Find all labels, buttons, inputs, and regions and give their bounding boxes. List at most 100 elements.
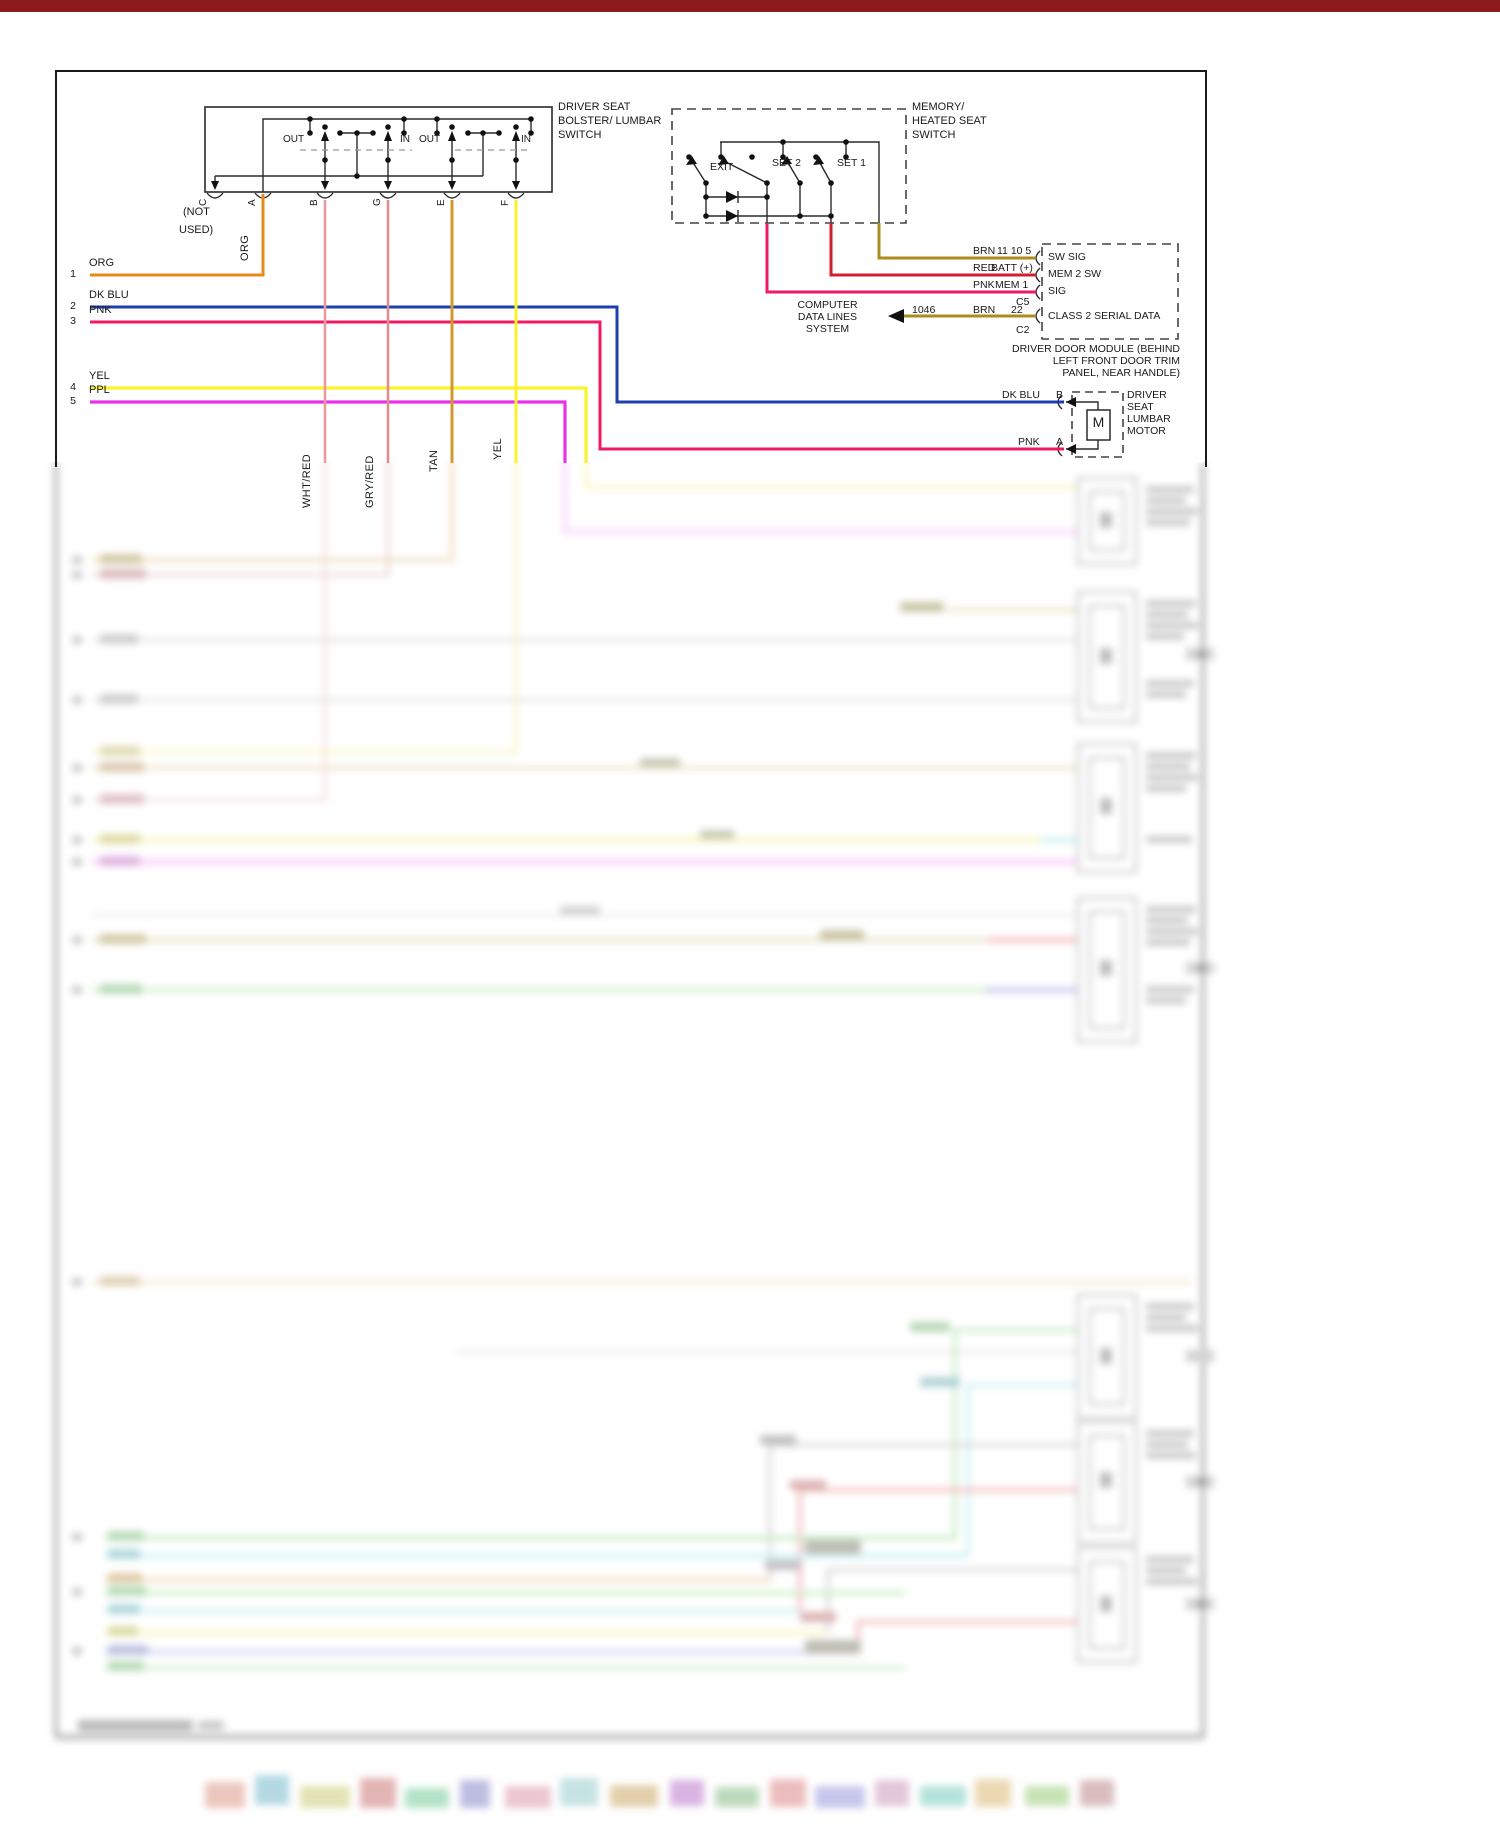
blurred-text [1146,1452,1196,1459]
wire-brn-swsig [877,223,1036,260]
blurred-strip-item [920,1786,966,1806]
blurred-text [1146,1578,1198,1585]
blurred-text [1146,1430,1194,1437]
module-pin-label: SIG [1048,285,1067,297]
blurred-strip-item [1025,1786,1069,1806]
blurred-strip-item [670,1780,704,1806]
blurred-label [560,906,600,915]
motor-wire-label: PNK [1018,436,1040,448]
connector-ref-c2: C2 [1016,324,1030,336]
blurred-text [1146,997,1186,1004]
blurred-number [72,796,82,804]
blurred-number [72,858,82,866]
motor-caption: DRIVER [1127,389,1167,401]
blurred-strip-item [205,1782,245,1808]
blurred-text [1146,939,1190,946]
wire-label-yel: YEL [492,438,504,460]
blurred-label [100,762,144,772]
blurred-number [72,836,82,844]
blurred-text [1146,497,1186,504]
wire-color-label: DK BLU [89,289,129,301]
blurred-label [108,1573,142,1583]
blurred-label [790,1480,826,1490]
pin-letter-e: E [436,199,447,206]
blurred-region [0,462,1500,1828]
module-pin-label: SW SIG [1048,251,1086,263]
blurred-label [108,1604,140,1614]
motor-caption: LUMBAR [1127,413,1171,425]
blurred-text [1146,785,1186,792]
wire-color-label: ORG [89,257,115,269]
blurred-label [108,1549,140,1559]
memory-switch-title: MEMORY/ [912,101,965,113]
blurred-label [100,794,144,804]
blurred-strip-item [300,1786,350,1808]
wire-number: 5 [70,395,76,407]
blurred-number [72,1533,82,1541]
wire-number: 4 [70,381,76,393]
wire-circuit: MEM 1 [995,279,1029,291]
module-pin-label: CLASS 2 SERIAL DATA [1048,310,1161,322]
blurred-text [1146,763,1190,770]
not-used-note: USED) [179,224,214,236]
wire-number: 2 [70,300,76,312]
blurred-strip-item [460,1780,490,1808]
blurred-footer [198,1721,224,1730]
blurred-text [1146,633,1184,640]
blurred-number [72,1278,82,1286]
blurred-text [1146,519,1190,526]
wire-red-batt [829,223,1036,277]
memory-switch-title: SWITCH [912,129,956,141]
module-caption: LEFT FRONT DOOR TRIM [1052,355,1180,367]
blurred-text [1146,906,1196,913]
wire-yel-4 [90,386,588,463]
module-pin-label: MEM 2 SW [1048,268,1102,280]
blurred-number [72,986,82,994]
blurred-label [100,554,142,564]
wire-color-label: YEL [89,370,110,382]
wire-label-org: ORG [239,234,251,261]
blurred-junction [805,1640,861,1654]
blurred-strip-item [815,1786,865,1808]
wire-number: 3 [70,315,76,327]
blurred-label [640,758,680,767]
computer-data-lines-text: SYSTEM [805,323,850,335]
wire-code: BRN [973,304,996,316]
wire-circuit: BATT (+) [991,262,1033,274]
blurred-label [765,1560,801,1570]
blurred-number [72,696,82,704]
top-red-bar [0,0,1500,12]
module-pin-arc [1035,250,1041,324]
blurred-label [100,856,140,866]
blurred-label [900,602,944,612]
blurred-text [1146,622,1198,629]
circuit-number: 1046 [912,304,936,316]
blurred-text [1146,680,1194,687]
blurred-number [72,1588,82,1596]
blurred-number [72,764,82,772]
blurred-label [910,1322,950,1332]
blurred-text [1146,1567,1186,1574]
blurred-number [72,1647,82,1655]
blurred-label [108,1645,148,1655]
wire-dk-blu [90,305,1064,404]
blurred-label [100,834,140,844]
blurred-text [1146,1556,1194,1563]
blurred-label [100,569,146,579]
blurred-label [108,1531,144,1541]
blurred-text [1146,836,1192,843]
memory-switch-title: HEATED SEAT [912,115,987,127]
blurred-label [100,694,138,704]
pin-arrow-icon [211,181,520,190]
blurred-strip-item [505,1786,551,1808]
motor-pin-arrow-icon [1066,397,1076,454]
wire-color-label: PPL [89,384,110,396]
blurred-label [920,1377,960,1387]
bolster-switch-title: DRIVER SEAT [558,101,631,113]
blurred-strip-item [1080,1780,1114,1806]
blurred-junction [805,1540,861,1554]
blurred-text [1146,986,1194,993]
blurred-label [100,984,142,994]
